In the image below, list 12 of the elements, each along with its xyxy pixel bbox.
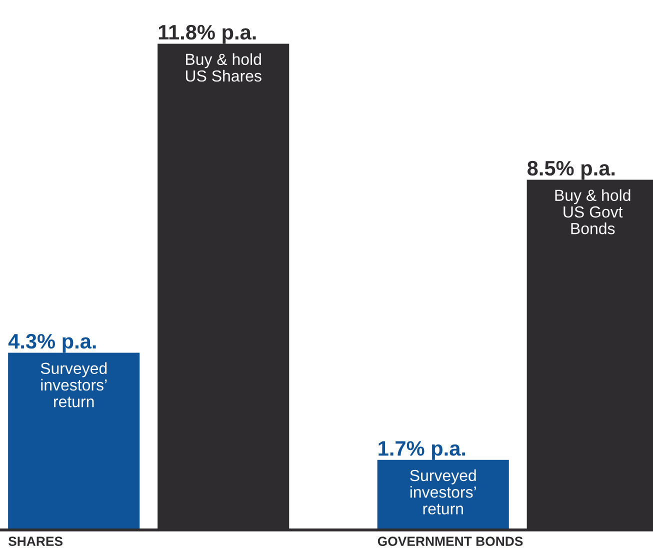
annotation: Surveyed investors’ return — [410, 469, 476, 514]
annotation: Buy & hold US Govt Bonds — [555, 189, 630, 234]
x-tick-label: GOVERNMENT BONDS — [378, 536, 523, 546]
data-label: 4.3% p.a. — [8, 334, 96, 353]
x-tick-label: SHARES — [8, 536, 63, 546]
annotation: Buy & hold US Shares — [186, 53, 262, 82]
annotation: Surveyed investors’ return — [40, 362, 107, 408]
bar — [8, 352, 140, 530]
data-label: 11.8% p.a. — [158, 24, 256, 44]
bar — [377, 460, 509, 530]
data-label: 8.5% p.a. — [528, 160, 615, 180]
data-label: 1.7% p.a. — [378, 441, 466, 460]
